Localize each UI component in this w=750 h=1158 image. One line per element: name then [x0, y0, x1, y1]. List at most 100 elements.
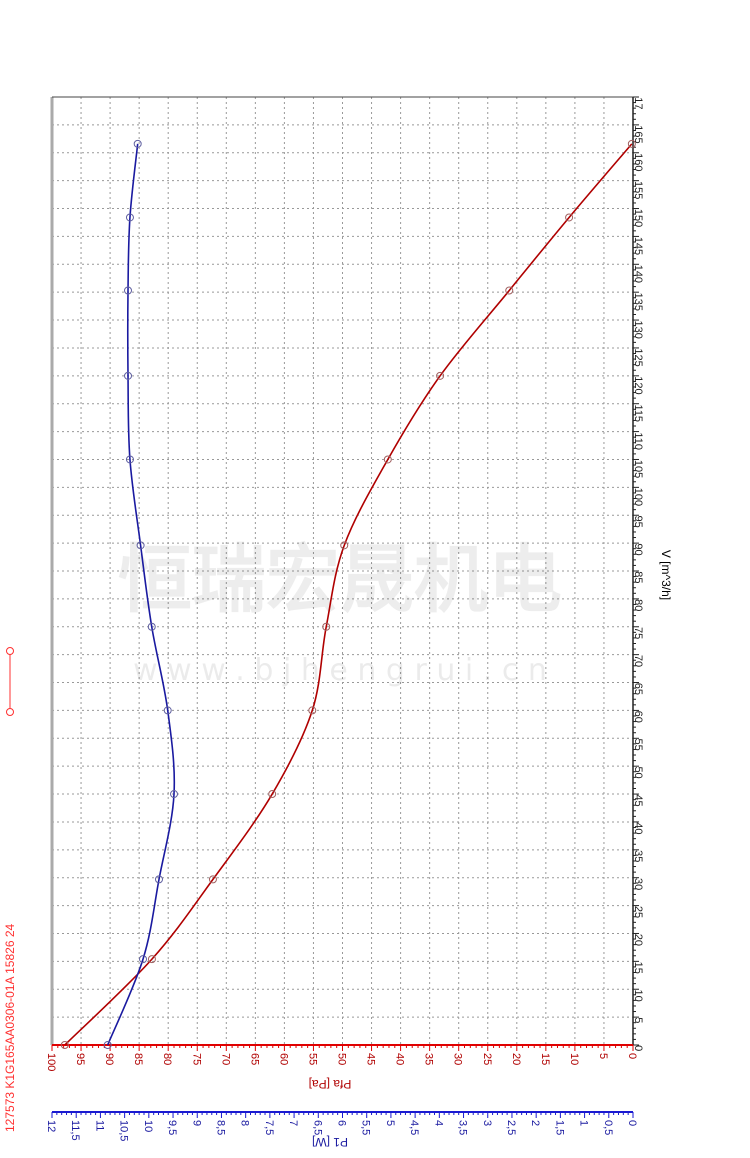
v-tick-label: 85 — [632, 571, 644, 583]
v-tick-label: 70 — [632, 655, 644, 667]
v-tick-label: 120 — [632, 376, 644, 394]
p1-tick-label: 8 — [239, 1120, 251, 1126]
p1-tick-label: 5 — [384, 1120, 396, 1126]
pfa-tick-label: 55 — [306, 1053, 318, 1065]
p1-data-point — [125, 213, 134, 222]
grid — [52, 97, 633, 1045]
v-tick-label: 0 — [632, 1045, 644, 1051]
pfa-data-point — [383, 455, 392, 464]
p1-curve — [106, 143, 176, 1046]
p1-tick-label: 4 — [432, 1120, 444, 1126]
v-axis-label: V [m^3/h] — [659, 550, 673, 600]
pfa-tick-label: 35 — [423, 1053, 435, 1065]
pfa-tick-label: 95 — [74, 1053, 86, 1065]
v-tick-label: 15 — [632, 962, 644, 974]
p1-tick-label: 11 — [93, 1120, 105, 1131]
p1-data-point — [125, 455, 134, 464]
pfa-tick-label: 15 — [539, 1053, 551, 1065]
p1-data-point — [139, 955, 148, 964]
pfa-data-point — [147, 955, 156, 964]
p1-tick-label: 2,5 — [505, 1120, 517, 1135]
v-tick-label: 145 — [632, 237, 644, 255]
v-tick-label: 140 — [632, 265, 644, 283]
p1-tick-label: 4,5 — [408, 1120, 420, 1135]
pfa-tick-label: 90 — [103, 1053, 115, 1065]
pfa-tick-label: 20 — [510, 1053, 522, 1065]
pfa-tick-label: 80 — [161, 1053, 173, 1065]
v-tick-label: 130 — [632, 320, 644, 338]
pfa-tick-label: 5 — [597, 1053, 609, 1059]
watermark-url: w w w . b j h e n g r u i . c n — [133, 653, 547, 688]
v-tick-label: 165 — [632, 125, 644, 143]
p1-tick-label: 0 — [626, 1120, 638, 1126]
p1-data-point — [147, 622, 156, 631]
v-tick-label: 17 — [632, 97, 644, 109]
pfa-tick-label: 100 — [45, 1053, 57, 1071]
v-tick-label: 155 — [632, 181, 644, 199]
pfa-tick-label: 30 — [452, 1053, 464, 1065]
pfa-data-point — [627, 139, 636, 148]
v-tick-label: 90 — [632, 543, 644, 555]
p1-tick-label: 8,5 — [214, 1120, 226, 1135]
p1-tick-label: 11,5 — [69, 1120, 81, 1141]
v-tick-label: 150 — [632, 209, 644, 227]
pfa-data-point — [340, 541, 349, 550]
pfa-tick-label: 70 — [219, 1053, 231, 1065]
p1-tick-label: 3,5 — [457, 1120, 469, 1135]
p1-tick-label: 10 — [142, 1120, 154, 1132]
pfa-tick-label: 75 — [190, 1053, 202, 1065]
v-tick-label: 80 — [632, 599, 644, 611]
p1-axis-label: P1 [W] — [312, 1135, 348, 1149]
pfa-data-point — [505, 286, 514, 295]
p1-tick-label: 3 — [481, 1120, 493, 1126]
watermark-main: 恒瑞宏晟机电 — [118, 537, 562, 623]
v-tick-label: 5 — [632, 1017, 644, 1023]
pfa-data-point — [308, 706, 317, 715]
v-tick-label: 25 — [632, 906, 644, 918]
p1-tick-label: 7,5 — [263, 1120, 275, 1135]
pfa-tick-label: 25 — [481, 1053, 493, 1065]
p1-data-point — [124, 371, 133, 380]
p1-tick-label: 6 — [336, 1120, 348, 1126]
v-tick-label: 10 — [632, 990, 644, 1002]
v-tick-label: 110 — [632, 432, 644, 450]
pfa-tick-label: 40 — [394, 1053, 406, 1065]
v-tick-label: 20 — [632, 934, 644, 946]
p1-tick-label: 10,5 — [118, 1120, 130, 1141]
v-tick-label: 30 — [632, 878, 644, 890]
p1-tick-label: 5,5 — [360, 1120, 372, 1135]
v-tick-label: 160 — [632, 153, 644, 171]
pfa-data-point — [322, 622, 331, 631]
v-tick-label: 65 — [632, 683, 644, 695]
p1-data-point — [163, 706, 172, 715]
pfa-curve — [64, 143, 633, 1046]
pfa-tick-label: 85 — [132, 1053, 144, 1065]
p1-tick-label: 1 — [578, 1120, 590, 1126]
p1-tick-label: 7 — [287, 1120, 299, 1126]
pfa-tick-label: 0 — [626, 1053, 638, 1059]
v-tick-label: 50 — [632, 766, 644, 778]
p1-tick-label: 1,5 — [553, 1120, 565, 1135]
p1-tick-label: 2 — [529, 1120, 541, 1126]
p1-tick-label: 9,5 — [166, 1120, 178, 1135]
p1-data-point — [136, 541, 145, 550]
pfa-data-point — [565, 213, 574, 222]
p1-data-point — [124, 286, 133, 295]
axes: 0510152025303540455055606570758085909510… — [45, 96, 644, 1141]
p1-data-point — [170, 790, 179, 799]
v-tick-label: 55 — [632, 739, 644, 751]
legend-marker — [6, 647, 14, 716]
p1-data-point — [133, 139, 142, 148]
v-tick-label: 45 — [632, 794, 644, 806]
v-tick-label: 75 — [632, 627, 644, 639]
pfa-tick-label: 65 — [248, 1053, 260, 1065]
v-tick-label: 125 — [632, 348, 644, 366]
p1-tick-label: 9 — [190, 1120, 202, 1126]
p1-tick-label: 6,5 — [311, 1120, 323, 1135]
v-tick-label: 95 — [632, 516, 644, 528]
pfa-data-point — [268, 790, 277, 799]
v-tick-label: 100 — [632, 488, 644, 506]
v-tick-label: 135 — [632, 293, 644, 311]
v-tick-label: 60 — [632, 711, 644, 723]
